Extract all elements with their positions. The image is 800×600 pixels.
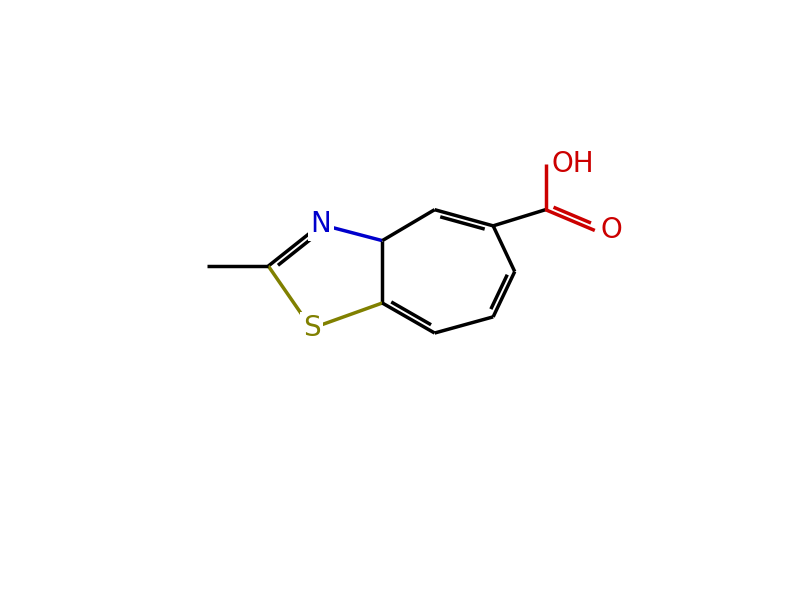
Text: OH: OH — [552, 151, 594, 178]
Text: S: S — [302, 314, 320, 343]
Text: N: N — [310, 211, 331, 238]
Text: O: O — [601, 217, 622, 244]
